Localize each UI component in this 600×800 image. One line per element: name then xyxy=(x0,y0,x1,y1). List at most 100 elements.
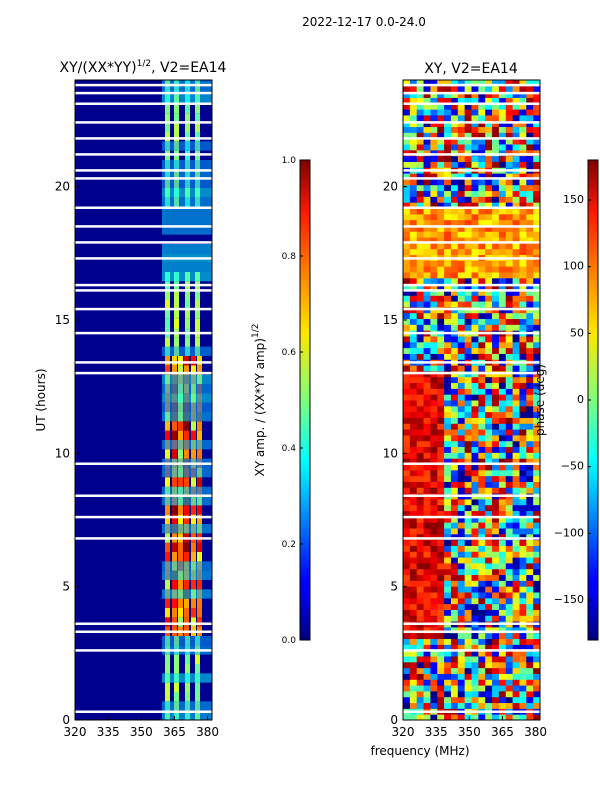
phase-cell xyxy=(450,423,459,430)
phase-cell xyxy=(403,277,411,285)
phase-cell xyxy=(478,685,486,692)
amp-cell xyxy=(195,122,200,132)
phase-cell xyxy=(519,679,527,686)
phase-cell xyxy=(430,702,438,709)
phase-cell xyxy=(492,91,500,98)
phase-cell xyxy=(430,667,438,674)
y-tick-label: 15 xyxy=(55,313,70,327)
phase-cell xyxy=(409,376,418,384)
amp-cell xyxy=(191,430,196,440)
phase-cell xyxy=(498,190,507,197)
phase-cell xyxy=(519,440,527,448)
phase-cell xyxy=(505,213,514,221)
phase-cell xyxy=(526,632,534,640)
phase-cell xyxy=(444,353,452,360)
phase-cell xyxy=(437,650,445,657)
phase-cell xyxy=(519,237,527,244)
phase-cell xyxy=(457,103,466,110)
phase-cell xyxy=(492,656,500,663)
phase-cell xyxy=(464,312,472,320)
phase-cell xyxy=(430,97,438,104)
phase-cell xyxy=(526,690,534,698)
phase-cell xyxy=(423,91,431,98)
phase-cell xyxy=(423,382,431,389)
phase-cell xyxy=(519,132,527,139)
phase-cell xyxy=(526,440,534,448)
phase-cell xyxy=(450,481,459,488)
phase-cell xyxy=(526,545,534,552)
phase-cell xyxy=(526,551,534,558)
phase-cell xyxy=(471,528,479,535)
phase-cell xyxy=(471,440,479,448)
phase-cell xyxy=(471,580,479,587)
amp-cell xyxy=(165,449,170,459)
phase-cell xyxy=(416,440,425,448)
amp-cell xyxy=(165,552,170,562)
phase-cell xyxy=(533,301,540,308)
phase-cell xyxy=(416,452,425,459)
amp-cell xyxy=(197,542,202,552)
phase-cell xyxy=(485,429,493,436)
phase-cell xyxy=(430,638,438,645)
phase-cell xyxy=(498,417,507,424)
phase-cell xyxy=(464,481,472,488)
phase-cell xyxy=(450,417,459,424)
phase-cell xyxy=(437,429,445,436)
phase-cell xyxy=(450,498,459,506)
phase-cell xyxy=(457,528,466,535)
phase-cell xyxy=(416,341,425,349)
amp-cell xyxy=(172,477,177,487)
phase-cell xyxy=(512,173,520,180)
phase-cell xyxy=(519,522,527,529)
phase-cell xyxy=(498,423,507,430)
phase-cell xyxy=(471,417,479,424)
phase-cell xyxy=(519,423,527,430)
phase-cell xyxy=(512,301,520,308)
phase-cell xyxy=(437,533,445,541)
phase-cell xyxy=(519,673,527,680)
phase-cell xyxy=(519,109,527,116)
phase-cell xyxy=(450,242,459,250)
phase-cell xyxy=(471,522,479,529)
phase-cell xyxy=(478,173,486,180)
phase-cell xyxy=(444,120,452,128)
phase-cell xyxy=(423,161,431,168)
colorbar-tick-label: 0.4 xyxy=(282,444,297,454)
data-gap xyxy=(403,515,540,519)
phase-cell xyxy=(526,208,534,215)
phase-cell xyxy=(471,301,479,308)
phase-cell xyxy=(471,318,479,325)
phase-cell xyxy=(450,650,459,657)
phase-cell xyxy=(457,702,466,709)
phase-cell xyxy=(492,679,500,686)
phase-cell xyxy=(485,528,493,535)
phase-cell xyxy=(457,336,466,343)
phase-cell xyxy=(533,190,540,197)
phase-cell xyxy=(403,452,411,459)
amp-cell xyxy=(165,598,170,608)
amp-cell xyxy=(165,356,170,366)
phase-cell xyxy=(450,516,459,523)
phase-cell xyxy=(416,138,425,145)
phase-cell xyxy=(519,615,527,622)
phase-cell xyxy=(533,272,540,279)
phase-cell xyxy=(403,132,411,139)
phase-cell xyxy=(498,114,507,122)
data-gap xyxy=(403,630,540,633)
phase-cell xyxy=(444,626,452,634)
phase-cell xyxy=(457,632,466,640)
phase-cell xyxy=(498,679,507,686)
phase-cell xyxy=(437,551,445,558)
phase-cell xyxy=(519,155,527,162)
phase-cell xyxy=(505,667,514,674)
phase-cell xyxy=(505,301,514,308)
phase-cell xyxy=(444,114,452,122)
phase-cell xyxy=(464,202,472,209)
phase-cell xyxy=(423,574,431,581)
phase-cell xyxy=(423,469,431,477)
phase-cell xyxy=(416,679,425,686)
phase-cell xyxy=(423,178,431,186)
phase-cell xyxy=(492,318,500,325)
phase-cell xyxy=(444,237,452,244)
phase-cell xyxy=(533,266,540,273)
